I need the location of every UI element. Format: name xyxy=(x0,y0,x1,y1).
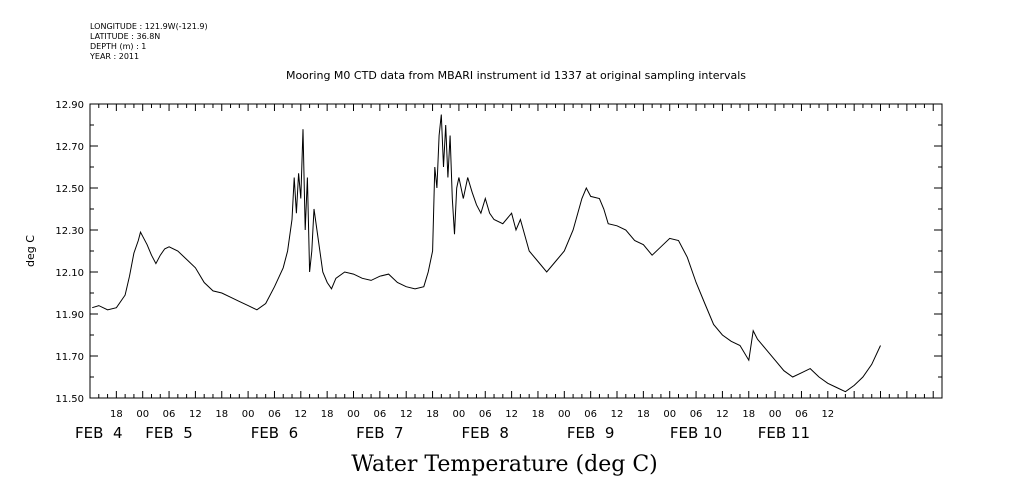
temperature-series-line xyxy=(92,114,881,393)
x-hour-label: 12 xyxy=(716,409,729,420)
x-hour-label: 06 xyxy=(584,409,597,420)
chart-title: Mooring M0 CTD data from MBARI instrumen… xyxy=(285,69,747,82)
year-label: YEAR : 2011 xyxy=(90,52,140,61)
x-hour-label: 18 xyxy=(426,409,439,420)
axis-ticks xyxy=(89,103,943,399)
x-hour-label: 18 xyxy=(637,409,650,420)
x-hour-label: 12 xyxy=(821,409,834,420)
metadata-block: LONGITUDE : 121.9W(-121.9) LATITUDE : 36… xyxy=(90,22,208,62)
y-tick-label: 12.30 xyxy=(55,226,84,237)
y-tick-label: 11.70 xyxy=(55,352,84,363)
x-hour-label: 00 xyxy=(453,409,466,420)
x-hour-label: 12 xyxy=(189,409,202,420)
x-hour-label: 00 xyxy=(136,409,149,420)
x-hour-label: 06 xyxy=(479,409,492,420)
y-tick-label: 12.70 xyxy=(55,142,84,153)
x-hour-label: 12 xyxy=(294,409,307,420)
x-hour-label: 06 xyxy=(795,409,808,420)
longitude-label: LONGITUDE : 121.9W(-121.9) xyxy=(90,22,208,31)
x-hour-label: 00 xyxy=(347,409,360,420)
x-hour-label: 12 xyxy=(505,409,518,420)
x-day-label: FEB 7 xyxy=(356,424,403,442)
x-day-labels: FEB 4 FEB 5 FEB 6 FEB 7 FEB 8 FEB 9 FEB 10 FEB … xyxy=(75,424,810,442)
plot-frame xyxy=(89,103,943,399)
x-hour-label: 12 xyxy=(400,409,413,420)
x-hour-label: 00 xyxy=(769,409,782,420)
x-hour-label: 06 xyxy=(163,409,176,420)
x-hour-label: 18 xyxy=(532,409,545,420)
x-hour-label: 06 xyxy=(690,409,703,420)
y-tick-label: 11.50 xyxy=(55,394,84,405)
x-day-label: FEB 8 xyxy=(462,424,509,442)
x-tick-labels: 18 00 06 12 18 00 06 12 18 00 06 12 18 00 06 12 18 00 06 12… xyxy=(110,409,834,420)
x-day-label: FEB 11 xyxy=(758,424,810,442)
x-day-label: FEB 9 xyxy=(567,424,614,442)
x-hour-label: 18 xyxy=(215,409,228,420)
y-tick-label: 12.90 xyxy=(55,100,84,111)
x-hour-label: 06 xyxy=(268,409,281,420)
x-hour-label: 00 xyxy=(663,409,676,420)
y-tick-label: 11.90 xyxy=(55,310,84,321)
x-hour-label: 18 xyxy=(110,409,123,420)
depth-label: DEPTH (m) : 1 xyxy=(90,42,147,51)
y-tick-label: 12.10 xyxy=(55,268,84,279)
x-hour-label: 18 xyxy=(742,409,755,420)
x-hour-label: 00 xyxy=(558,409,571,420)
x-day-label: FEB 10 xyxy=(670,424,722,442)
x-day-label: FEB 6 xyxy=(251,424,298,442)
variable-title: Water Temperature (deg C) xyxy=(351,452,658,477)
latitude-label: LATITUDE : 36.8N xyxy=(90,32,161,41)
x-day-label: FEB 4 xyxy=(75,424,122,442)
x-hour-label: 00 xyxy=(242,409,255,420)
x-day-label: FEB 5 xyxy=(145,424,192,442)
x-hour-label: 06 xyxy=(373,409,386,420)
x-hour-label: 12 xyxy=(611,409,624,420)
x-hour-label: 18 xyxy=(321,409,334,420)
y-axis-label: deg C xyxy=(24,235,37,267)
y-tick-labels: 12.90 12.70 12.50 12.30 12.10 11.90 11.70 11.50 xyxy=(55,100,84,405)
y-tick-label: 12.50 xyxy=(55,184,84,195)
